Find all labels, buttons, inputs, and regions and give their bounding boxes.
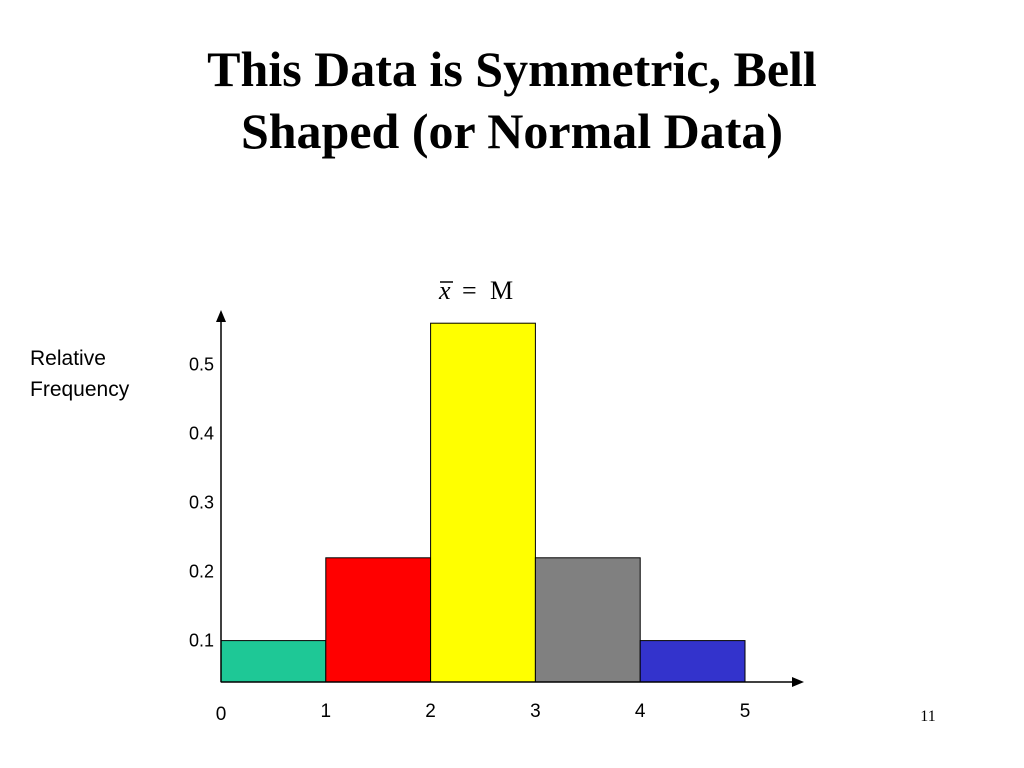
- title-line-1: This Data is Symmetric, Bell: [207, 41, 817, 97]
- equals-sign: =: [462, 276, 477, 305]
- bar-0: [220, 640, 327, 683]
- bars-group: [220, 322, 746, 683]
- slide-title: This Data is Symmetric, Bell Shaped (or …: [0, 38, 1024, 162]
- y-axis-arrow: [216, 310, 226, 322]
- y-axis-label-line-2: Frequency: [30, 378, 130, 401]
- bar-1: [325, 557, 432, 683]
- y-tick-labels: 0.1 0.2 0.3 0.4 0.5: [189, 355, 214, 651]
- x-tick-label-5: 5: [740, 701, 751, 722]
- x-tick-label-0: 0: [216, 704, 227, 725]
- x-tick-label-4: 4: [635, 701, 646, 722]
- y-tick-label-0: 0.1: [189, 631, 214, 651]
- bar-2: [430, 322, 536, 683]
- x-bar-symbol: x: [438, 276, 451, 305]
- y-axis-label: Relative Frequency: [30, 347, 130, 401]
- y-tick-label-3: 0.4: [189, 424, 214, 444]
- title-line-2: Shaped (or Normal Data): [240, 103, 784, 159]
- y-tick-label-2: 0.3: [189, 493, 214, 513]
- mean-equals-median-annotation: x = M: [438, 276, 513, 305]
- slide-number: 11: [920, 708, 936, 725]
- y-axis-label-line-1: Relative: [30, 347, 106, 370]
- x-tick-label-2: 2: [425, 701, 436, 722]
- y-tick-label-4: 0.5: [189, 355, 214, 375]
- x-tick-label-3: 3: [530, 701, 541, 722]
- y-tick-label-1: 0.2: [189, 562, 214, 582]
- x-axis-arrow: [792, 677, 804, 687]
- x-tick-label-1: 1: [321, 701, 332, 722]
- median-symbol: M: [490, 276, 513, 305]
- x-tick-labels: 0 1 2 3 4 5: [216, 701, 751, 725]
- bar-3: [534, 557, 641, 683]
- bar-4: [639, 640, 746, 683]
